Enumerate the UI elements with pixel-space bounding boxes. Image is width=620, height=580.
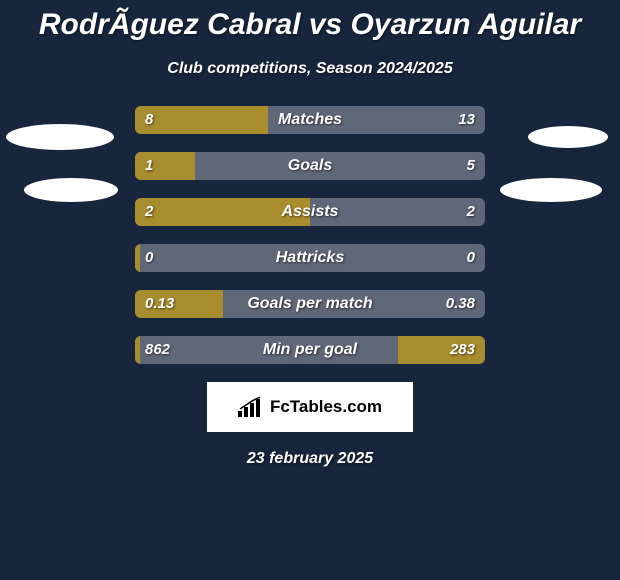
stat-value-right: 0.38	[446, 290, 475, 318]
stat-value-right: 5	[467, 152, 475, 180]
stat-row: Hattricks0 0	[0, 244, 620, 272]
stat-label: Goals	[135, 152, 485, 180]
stat-row: Min per goal862 283	[0, 336, 620, 364]
stat-label: Hattricks	[135, 244, 485, 272]
stat-value-left: 2	[145, 198, 153, 226]
page-title: RodrÃ­guez Cabral vs Oyarzun Aguilar	[0, 0, 620, 42]
stat-label: Min per goal	[135, 336, 485, 364]
stat-row: Assists2 2	[0, 198, 620, 226]
logo-text: FcTables.com	[270, 397, 382, 417]
stat-label: Goals per match	[135, 290, 485, 318]
stat-row: Matches8 13	[0, 106, 620, 134]
stat-value-right: 0	[467, 244, 475, 272]
stat-value-left: 8	[145, 106, 153, 134]
stat-value-left: 0	[145, 244, 153, 272]
subtitle: Club competitions, Season 2024/2025	[0, 60, 620, 78]
stat-label: Assists	[135, 198, 485, 226]
stat-value-left: 862	[145, 336, 170, 364]
bars-icon	[238, 397, 264, 417]
stat-value-right: 2	[467, 198, 475, 226]
stat-row: Goals1 5	[0, 152, 620, 180]
logo-box: FcTables.com	[207, 382, 413, 432]
stat-value-right: 283	[450, 336, 475, 364]
stat-value-left: 0.13	[145, 290, 174, 318]
stat-row: Goals per match0.13 0.38	[0, 290, 620, 318]
date-label: 23 february 2025	[0, 450, 620, 468]
stats-section: Matches8 13 Goals1 5 Assists2 2 Hattricks0 0 Goa…	[0, 106, 620, 364]
stat-value-left: 1	[145, 152, 153, 180]
stat-label: Matches	[135, 106, 485, 134]
stat-value-right: 13	[458, 106, 475, 134]
